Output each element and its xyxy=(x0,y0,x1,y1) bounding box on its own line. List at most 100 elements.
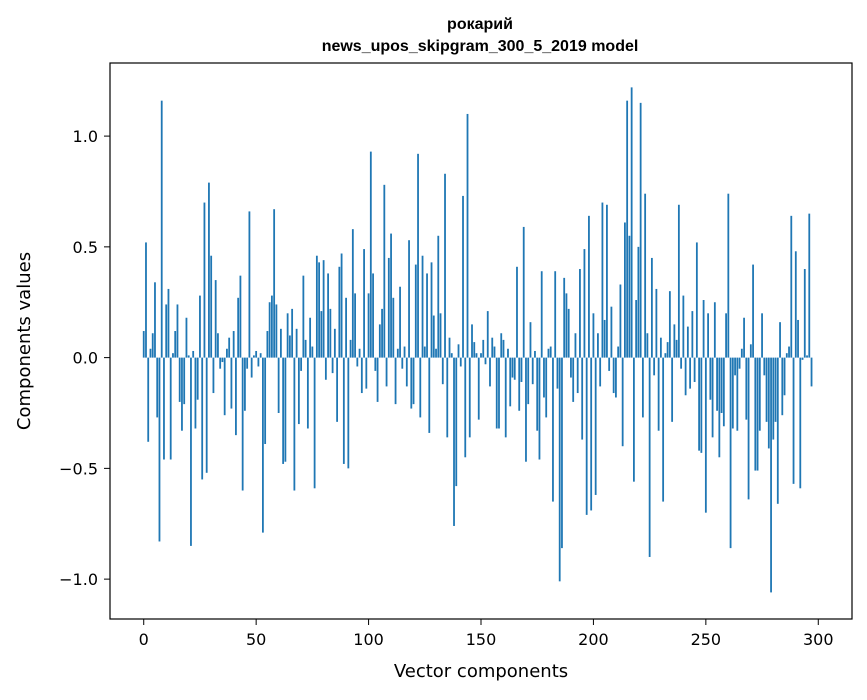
bar-component-72 xyxy=(304,339,307,358)
bar-component-39 xyxy=(230,357,233,409)
bar-component-135 xyxy=(446,357,449,438)
bar-component-293 xyxy=(801,357,804,360)
y-tick-label: 0.5 xyxy=(73,238,98,257)
bar-component-83 xyxy=(329,308,332,358)
bar-component-131 xyxy=(437,235,440,358)
bar-component-62 xyxy=(282,357,285,464)
bar-component-248 xyxy=(700,357,703,453)
bar-component-9 xyxy=(163,357,165,460)
bar-component-294 xyxy=(803,269,806,358)
bar-component-210 xyxy=(615,357,617,398)
bar-component-104 xyxy=(376,357,379,402)
bar-component-220 xyxy=(637,246,640,358)
chart-title-line1: рокарий xyxy=(447,16,513,33)
bar-component-109 xyxy=(387,257,390,358)
bar-component-115 xyxy=(401,357,404,369)
bar-component-17 xyxy=(181,357,183,431)
bar-component-171 xyxy=(527,357,530,405)
bar-component-271 xyxy=(752,264,754,358)
bar-component-73 xyxy=(306,357,309,429)
bar-component-287 xyxy=(788,346,790,358)
bar-component-90 xyxy=(345,297,347,358)
bar-component-24 xyxy=(196,357,199,400)
x-tick-label: 150 xyxy=(466,630,497,649)
bar-component-269 xyxy=(747,357,750,500)
bar-component-182 xyxy=(552,357,554,502)
bar-component-291 xyxy=(797,319,799,358)
bar-component-239 xyxy=(680,357,683,369)
bar-component-214 xyxy=(624,222,626,358)
plot-frame xyxy=(109,62,853,620)
bar-component-165 xyxy=(513,357,516,380)
bar-component-41 xyxy=(235,357,237,436)
bar-component-145 xyxy=(468,357,471,438)
bar-component-296 xyxy=(808,213,811,358)
bar-component-169 xyxy=(522,226,525,358)
bar-component-6 xyxy=(156,357,159,418)
bar-component-202 xyxy=(597,333,599,358)
bar-component-20 xyxy=(187,355,190,358)
bar-component-105 xyxy=(378,324,381,358)
bars-group xyxy=(142,87,813,593)
bar-component-177 xyxy=(540,271,543,358)
bar-component-184 xyxy=(556,357,559,389)
bar-component-76 xyxy=(313,357,316,489)
x-tick-label: 200 xyxy=(578,630,609,649)
bar-component-67 xyxy=(293,357,296,491)
bar-component-190 xyxy=(570,357,572,378)
bar-component-98 xyxy=(363,249,365,358)
bar-component-71 xyxy=(302,275,305,358)
bar-component-97 xyxy=(360,357,363,394)
bar-component-87 xyxy=(338,266,341,358)
bar-component-127 xyxy=(428,357,431,433)
bar-component-70 xyxy=(300,357,303,371)
bar-component-124 xyxy=(421,255,424,358)
bar-component-282 xyxy=(776,357,779,504)
bar-component-173 xyxy=(531,357,534,385)
bar-component-197 xyxy=(585,357,588,515)
bar-component-130 xyxy=(435,348,437,358)
bar-component-110 xyxy=(390,233,392,358)
bar-component-48 xyxy=(250,357,253,378)
bar-component-96 xyxy=(358,348,361,358)
bar-component-196 xyxy=(583,249,586,358)
bar-component-168 xyxy=(520,357,523,382)
bar-component-108 xyxy=(385,357,388,387)
bar-component-0 xyxy=(142,331,145,358)
bar-component-286 xyxy=(785,353,788,358)
bar-component-103 xyxy=(374,357,377,371)
bar-component-215 xyxy=(626,100,629,358)
bar-component-285 xyxy=(783,357,786,396)
bar-component-254 xyxy=(713,302,716,358)
bar-component-265 xyxy=(738,357,741,369)
bar-component-64 xyxy=(286,313,289,358)
bar-component-142 xyxy=(462,195,464,358)
bar-component-264 xyxy=(736,357,739,431)
bar-component-78 xyxy=(318,262,321,358)
bar-component-141 xyxy=(459,357,462,367)
bar-component-57 xyxy=(270,295,273,358)
bar-component-281 xyxy=(774,357,777,422)
bar-component-212 xyxy=(619,284,622,358)
bar-component-143 xyxy=(464,357,467,458)
bar-component-200 xyxy=(592,313,595,358)
bar-component-276 xyxy=(763,357,766,376)
bar-component-31 xyxy=(212,357,215,394)
bar-component-82 xyxy=(327,273,329,358)
bar-component-278 xyxy=(767,357,770,449)
bar-component-148 xyxy=(475,353,478,358)
bar-component-74 xyxy=(309,317,312,358)
bar-component-14 xyxy=(174,331,177,358)
bar-component-183 xyxy=(554,271,557,358)
bar-component-59 xyxy=(275,304,278,358)
x-tick-label: 50 xyxy=(246,630,266,649)
bar-component-222 xyxy=(641,357,644,418)
bar-component-102 xyxy=(372,273,374,358)
bar-component-113 xyxy=(396,348,399,358)
bar-component-160 xyxy=(502,339,505,358)
bar-component-170 xyxy=(525,357,527,462)
bar-component-203 xyxy=(599,357,602,387)
bar-component-289 xyxy=(792,357,795,484)
bar-component-235 xyxy=(671,357,674,422)
